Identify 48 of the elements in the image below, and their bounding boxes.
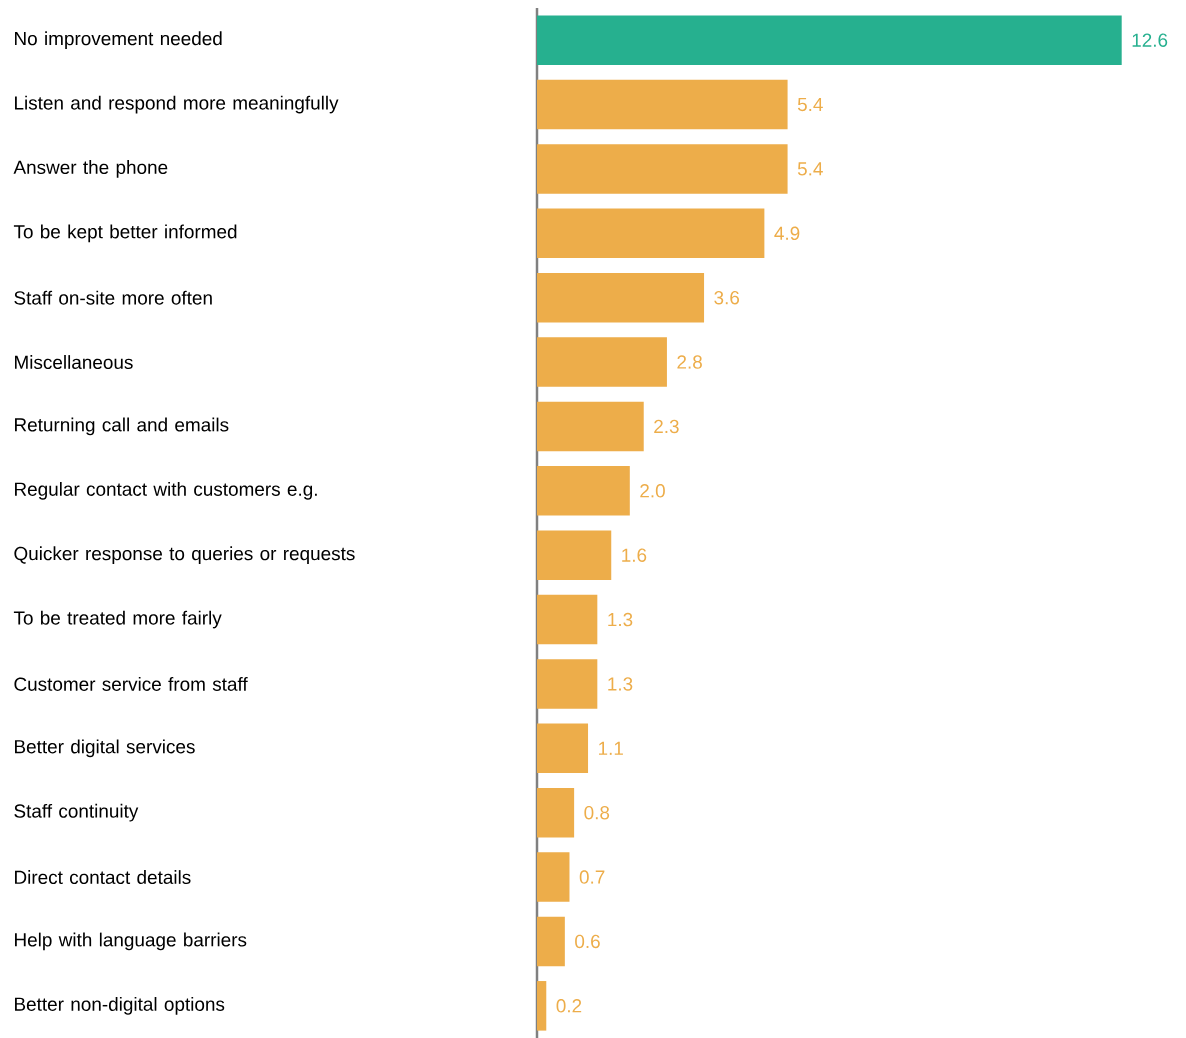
- bar: [537, 208, 765, 259]
- y-tick-label: Miscellaneous: [15, 355, 133, 370]
- data-label: 1.3: [608, 677, 633, 691]
- y-tick-label: Quicker response to queries or requests: [14, 546, 355, 565]
- y-tick-label: Better non-digital options: [15, 997, 225, 1015]
- data-label: 0.6: [575, 934, 600, 949]
- y-tick-label: Listen and respond more meaningfully: [15, 95, 339, 114]
- data-label: 0.2: [556, 999, 582, 1013]
- y-tick-label: To be treated more fairly: [13, 610, 222, 629]
- y-tick-label: Regular contact with customers e.g.: [15, 481, 317, 500]
- y-tick-label: Better digital services: [15, 739, 195, 758]
- bar: [537, 787, 575, 838]
- bar: [537, 401, 644, 452]
- bar: [537, 337, 667, 387]
- data-label: 0.7: [579, 870, 605, 884]
- bar: [537, 530, 612, 580]
- y-tick-label: Returning call and emails: [15, 417, 229, 436]
- data-label: 1.3: [608, 612, 633, 627]
- bar: [537, 466, 630, 516]
- data-label: 4.9: [774, 226, 800, 241]
- bar: [537, 852, 570, 902]
- bar: [537, 723, 589, 774]
- bar: [537, 79, 788, 130]
- data-label: 3.6: [714, 290, 740, 305]
- bar: [537, 272, 705, 323]
- y-tick-label: Staff on-site more often: [14, 290, 212, 305]
- bar: [537, 15, 1122, 65]
- y-tick-label: Direct contact details: [15, 870, 191, 885]
- data-label: 5.4: [797, 162, 823, 176]
- y-tick-label: No improvement needed: [15, 31, 222, 49]
- data-label: 1.6: [622, 548, 647, 562]
- data-label: 2.0: [640, 484, 665, 498]
- data-label: 12.6: [1132, 33, 1168, 47]
- bar: [537, 916, 565, 967]
- y-tick-label: To be kept better informed: [13, 224, 237, 243]
- data-label: 1.1: [599, 741, 623, 755]
- bar: [537, 594, 598, 645]
- y-tick-label: Answer the phone: [13, 160, 168, 178]
- bar: [537, 144, 788, 194]
- y-tick-label: Help with language barriers: [15, 932, 247, 951]
- bar: [537, 659, 598, 709]
- y-tick-label: Customer service from staff: [14, 676, 248, 691]
- data-label: 5.4: [797, 97, 823, 112]
- data-label: 0.8: [584, 806, 610, 820]
- bar: [537, 981, 547, 1031]
- data-label: 2.3: [654, 419, 679, 434]
- data-label: 2.8: [677, 355, 702, 369]
- y-tick-label: Staff continuity: [14, 803, 139, 822]
